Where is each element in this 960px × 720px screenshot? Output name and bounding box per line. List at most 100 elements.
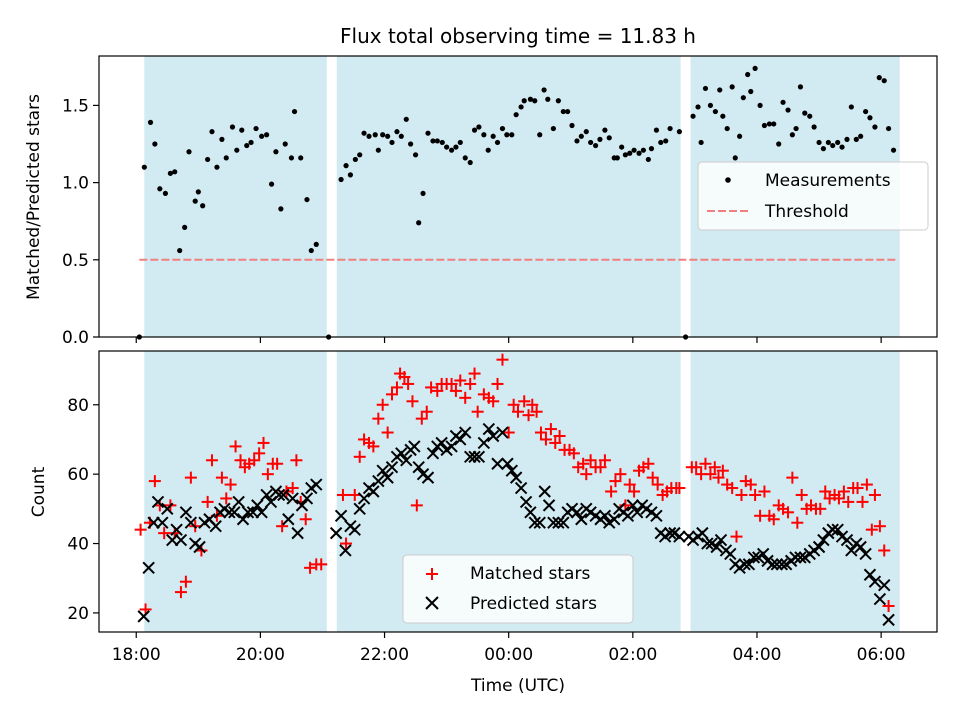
matched-star-point [299,513,312,526]
predicted-star-point [334,509,348,522]
top-x-ticks [135,337,882,343]
measurement-point [453,144,459,150]
measurement-point [229,124,236,130]
matched-star-point [158,527,171,540]
predicted-star-point [193,540,206,554]
predicted-star-point [528,516,541,529]
predicted-star-point [570,506,584,519]
matched-star-point [229,440,242,453]
matched-star-point [594,461,607,474]
measurement-point [372,132,378,138]
x-tick-label: 06:00 [857,645,906,665]
predicted-star-point [468,450,481,464]
measurement-point [361,130,367,136]
predicted-star-point [151,495,165,509]
matched-star-point [704,468,717,481]
matched-star-point [402,377,415,390]
measurement-point [412,152,419,158]
measurement-point [619,144,625,150]
measurement-point [712,108,718,115]
matched-star-point [179,575,192,588]
measurement-point [663,138,669,144]
matched-star-point [819,485,832,498]
predicted-star-point [756,547,770,561]
measurement-point [707,102,714,109]
measurement-point [288,155,295,161]
predicted-star-point [542,499,556,512]
predicted-star-point [348,523,361,536]
measurement-point [147,119,154,125]
measurement-point [200,203,206,209]
matched-star-point [253,447,266,460]
measurement-point [532,98,538,104]
matched-star-point [795,488,808,501]
measurement-point [839,144,845,150]
measurement-point [253,125,259,132]
predicted-star-point [179,506,193,519]
predicted-star-point [435,436,448,450]
matched-star-point [205,454,218,467]
predicted-star-point [575,513,588,526]
matched-star-point [842,495,855,508]
predicted-star-point [477,436,491,450]
measurement-point [192,198,198,204]
bottom-y-axis-label: Count [29,466,49,517]
measurement-point [761,122,768,129]
predicted-star-point [863,568,877,581]
predicted-star-point [538,485,551,498]
y-tick-label: 1.5 [62,96,89,116]
predicted-star-point [868,575,882,588]
y-tick-label: 1.0 [62,174,89,194]
measurement-point [695,104,701,110]
predicted-star-point [161,502,174,516]
matched-star-point [454,374,467,387]
predicted-star-point [353,502,366,516]
measurement-point [583,129,589,135]
measurement-point [205,156,211,163]
measurement-point [816,139,822,146]
predicted-star-point [514,481,528,495]
measurement-point [702,85,709,92]
measurement-point [872,124,878,130]
matched-star-point [385,388,398,401]
measurement-points [136,65,897,340]
predicted-star-point [724,547,737,561]
predicted-star-point [747,551,761,564]
measurement-point [732,155,738,161]
measurement-point [537,132,543,138]
measurement-point [278,206,284,212]
predicted-star-point [426,447,440,460]
measurement-point [717,87,723,93]
matched-star-point [814,502,827,515]
measurement-point [416,220,422,226]
matched-star-point [425,381,438,394]
bottom-panel: 20 40 60 80 18:00 20:00 22:00 00:00 02:00 04:00 0… [29,350,938,696]
matched-star-point [749,488,762,501]
x-tick-label: 02:00 [608,645,657,665]
measurement-point [789,132,795,138]
measurement-point [745,71,751,78]
measurement-point [467,159,473,166]
predicted-star-point [260,488,273,502]
predicted-star-point [626,499,640,512]
matched-star-point [598,454,611,467]
legend-label-predicted-stars: Predicted stars [470,594,597,614]
predicted-star-point [291,526,304,540]
predicted-star-point [376,464,389,477]
matched-star-point [257,436,270,449]
predicted-star-point [831,523,844,536]
predicted-star-point [381,471,394,484]
matched-star-point [134,523,147,536]
measurement-point [885,125,892,132]
measurement-point [729,84,735,90]
measurement-point [481,132,487,138]
predicted-star-point [300,492,314,505]
measurement-point [430,138,436,144]
measurement-point [186,149,192,155]
predicted-star-point [223,506,236,519]
measurement-point [698,139,704,146]
matched-star-point [464,377,477,390]
measurement-point [890,147,897,153]
matched-star-point [261,468,274,481]
measurement-point [509,132,515,138]
